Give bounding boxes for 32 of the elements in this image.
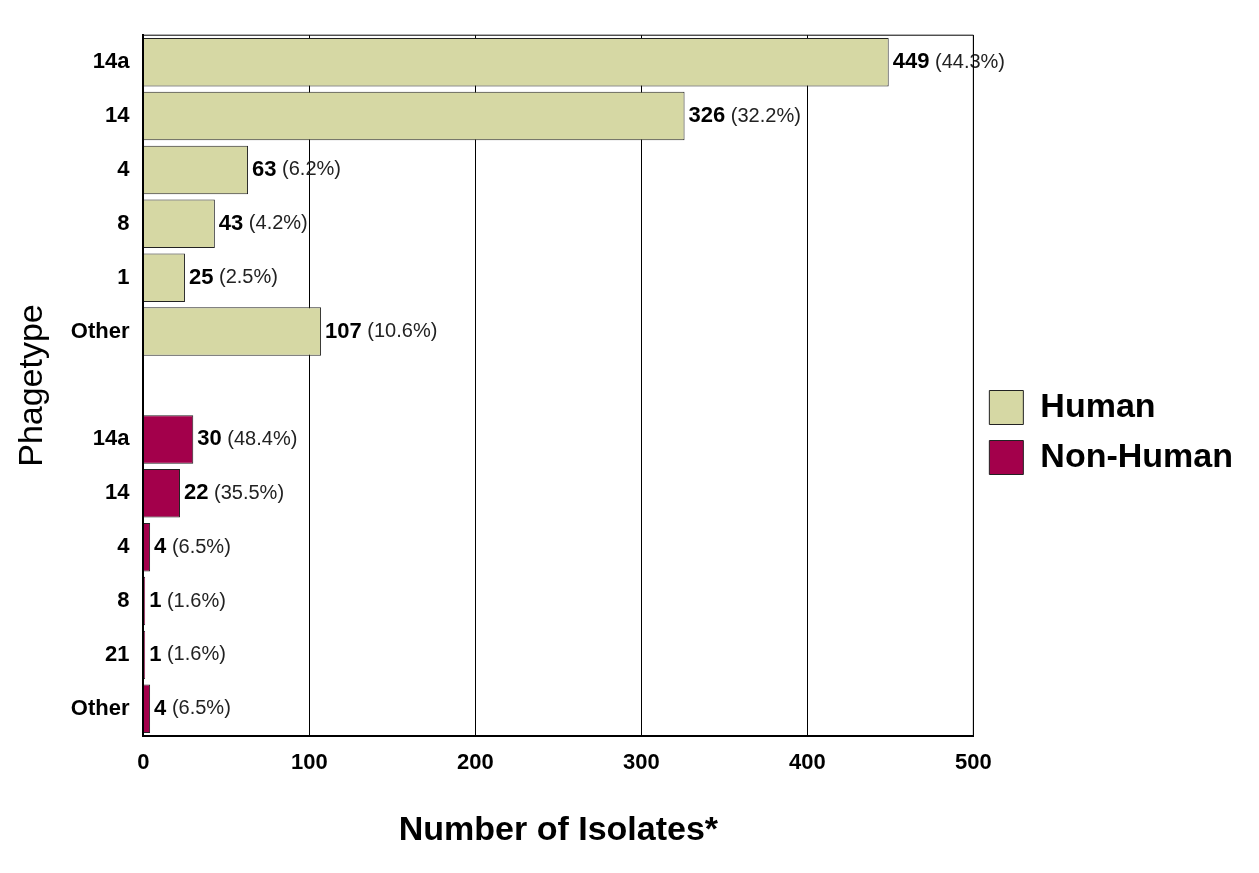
y-tick-label: 8 <box>117 587 130 613</box>
x-axis-title: Number of Isolates* <box>398 808 719 847</box>
y-axis-title: Phagetype <box>10 304 49 467</box>
y-tick-label: 21 <box>104 641 130 667</box>
data-label: 326 (32.2%) <box>688 102 801 128</box>
x-tick-label: 0 <box>137 749 150 775</box>
y-tick-label: 8 <box>117 209 130 235</box>
x-tick-label: 500 <box>955 749 992 775</box>
data-label: 4 (6.5%) <box>154 533 231 559</box>
y-tick-label: 14 <box>104 102 131 128</box>
y-tick-label: 14 <box>104 479 131 505</box>
data-label: 1 (1.6%) <box>149 641 226 667</box>
y-tick-label: 14a <box>92 425 131 451</box>
x-tick-label: 100 <box>291 749 328 775</box>
legend-label: Non-Human <box>1040 435 1234 474</box>
x-tick-label: 200 <box>457 749 494 775</box>
y-tick-label: 4 <box>117 533 131 559</box>
y-tick-label: Other <box>70 694 130 720</box>
data-label: 4 (6.5%) <box>154 694 231 720</box>
data-label: 25 (2.5%) <box>188 263 278 289</box>
data-label: 43 (4.2%) <box>218 209 308 235</box>
data-label: 107 (10.6%) <box>325 317 438 343</box>
x-tick-label: 300 <box>623 749 660 775</box>
data-label: 1 (1.6%) <box>149 587 226 613</box>
y-tick-label: 4 <box>117 155 131 181</box>
legend-label: Human <box>1040 385 1156 424</box>
data-label: 30 (48.4%) <box>197 425 298 451</box>
data-label: 22 (35.5%) <box>183 479 285 505</box>
y-tick-label: 14a <box>92 48 131 74</box>
y-tick-label: Other <box>70 317 130 343</box>
x-tick-label: 400 <box>789 749 826 775</box>
y-tick-label: 1 <box>117 263 130 289</box>
